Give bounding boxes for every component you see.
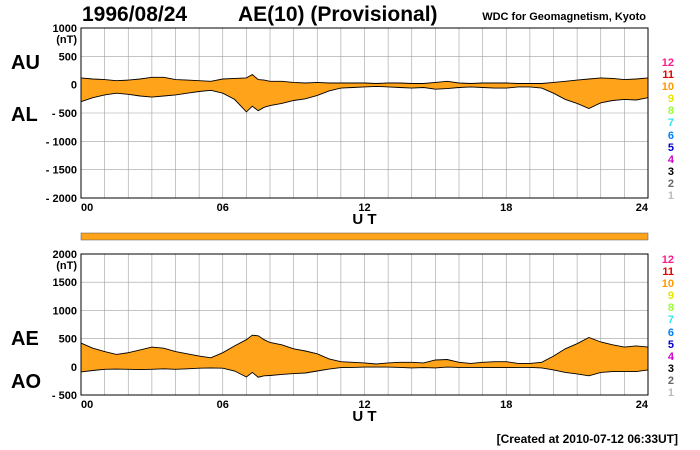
level-scale-label: 9 [667,93,674,106]
bottom-xtick-label: 18 [500,399,512,411]
bottom-xtick-label: 24 [636,399,649,411]
bottom-ytick-label: 500 [59,334,77,346]
level-scale-label: 12 [661,57,674,69]
top-ytick-label: 500 [59,51,77,63]
level-scale-label: 2 [667,374,674,387]
level-scale-label: 3 [667,165,674,178]
bottom-range-area [81,335,648,378]
series-line-al [80,85,649,113]
level-scale-label: 2 [667,177,674,190]
level-scale-label: 1 [667,387,674,400]
divider-bar [80,232,649,241]
level-scale-label: 10 [661,278,674,291]
series-line-au [80,73,649,84]
level-scale-label: 7 [667,314,674,327]
bottom-lower-series-label: AO [11,371,41,393]
top-xtick-label: 06 [217,202,229,214]
chart-date: 1996/08/24 [82,3,188,26]
bottom-xtick-label: 00 [81,399,93,411]
top-ytick-label: - 500 [52,108,77,120]
top-unit-label: (nT) [56,34,77,46]
level-scale-label: 4 [667,350,674,363]
bottom-upper-series-label: AE [11,328,39,350]
level-scale-top: 12 11 10 9 8 7 6 5 4 3 2 1 [648,57,674,202]
bottom-plot-frame [80,253,649,396]
level-scale-label: 3 [667,362,674,375]
series-line-ae [80,334,649,365]
bottom-xtick-label: 12 [358,399,370,411]
top-ytick-label: - 1000 [46,136,77,148]
level-scale-label: 6 [667,326,674,339]
top-xaxis-label: U T [352,211,376,228]
bottom-ytick-label: 2000 [53,249,77,261]
level-scale-label: 7 [667,117,674,130]
level-scale-label: 1 [667,190,674,203]
level-scale-label: 4 [667,153,674,166]
top-upper-series-label: AU [11,52,40,74]
top-grid [80,27,649,199]
bottom-unit-label: (nT) [56,260,77,272]
top-xtick-label: 18 [500,202,512,214]
created-timestamp: [Created at 2010-07-12 06:33UT] [496,432,678,446]
top-ytick-label: 1000 [53,23,77,35]
bottom-ytick-label: - 500 [52,390,77,402]
top-range-area [81,74,648,112]
bottom-xaxis-label: U T [352,408,376,425]
level-scale-label: 9 [667,290,674,303]
level-scale-label: 11 [662,266,674,279]
chart-title: AE(10) (Provisional) [238,3,438,26]
series-line-ao [80,366,649,378]
top-xtick-label: 24 [636,202,649,214]
bottom-grid [80,253,649,396]
bottom-ytick-label: 1000 [53,305,77,317]
level-scale-label: 5 [667,141,674,154]
level-scale-label: 12 [661,254,674,266]
top-xtick-label: 00 [81,202,93,214]
level-scale-label: 8 [667,302,674,315]
data-source-label: WDC for Geomagnetism, Kyoto [482,11,646,23]
top-xtick-label: 12 [358,202,370,214]
level-scale-label: 5 [667,338,674,351]
bottom-xtick-label: 06 [217,399,229,411]
level-scale-label: 11 [662,69,674,82]
top-ytick-label: - 1500 [46,165,77,177]
top-ytick-label: 0 [71,80,77,92]
top-ytick-label: - 2000 [46,193,77,205]
bottom-ytick-label: 0 [71,362,77,374]
level-scale-label: 8 [667,105,674,118]
level-scale-bottom: 12 11 10 9 8 7 6 5 4 3 2 1 [648,254,674,399]
top-plot-frame [80,27,649,199]
top-lower-series-label: AL [11,104,38,126]
bottom-ytick-label: 1500 [53,277,77,289]
level-scale-label: 10 [661,81,674,94]
level-scale-label: 6 [667,129,674,142]
